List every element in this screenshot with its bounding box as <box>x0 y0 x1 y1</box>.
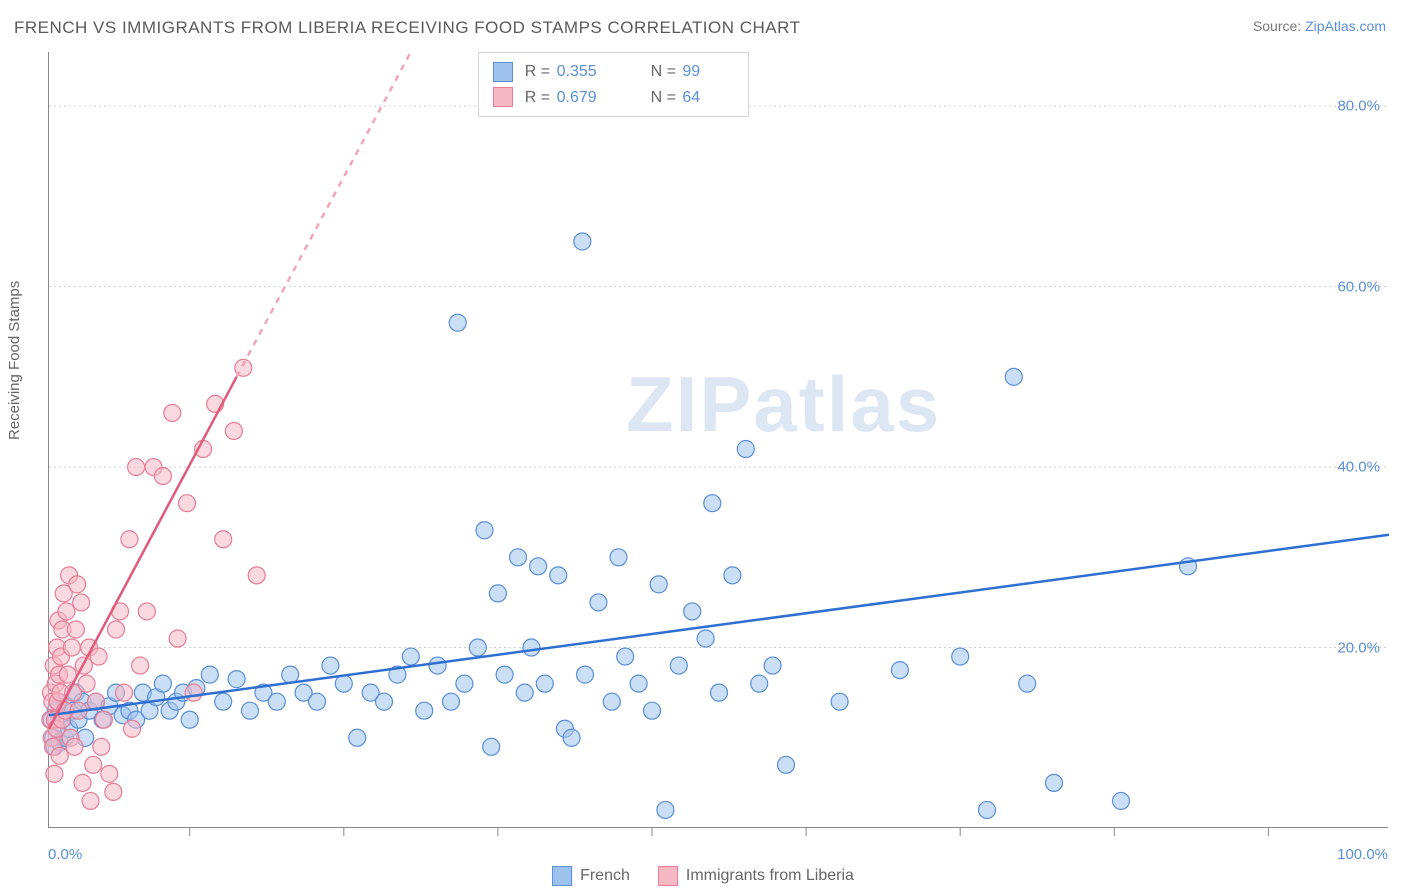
x-ticks <box>190 828 1269 836</box>
stats-swatch-liberia <box>493 87 513 107</box>
legend-label-liberia: Immigrants from Liberia <box>686 867 854 885</box>
r-value: 0.355 <box>557 59 609 85</box>
r-value: 0.679 <box>557 85 609 111</box>
chart-title: FRENCH VS IMMIGRANTS FROM LIBERIA RECEIV… <box>14 18 800 38</box>
n-value: 64 <box>682 85 734 111</box>
x-axis-max-label: 100.0% <box>1337 846 1388 863</box>
stats-row-french: R = 0.355 N = 99 <box>493 59 735 85</box>
stats-swatch-french <box>493 62 513 82</box>
source-attribution: Source: ZipAtlas.com <box>1253 18 1386 34</box>
n-label: N = <box>651 89 676 106</box>
y-axis-label: Receiving Food Stamps <box>6 281 23 440</box>
legend-swatch-french <box>552 866 572 886</box>
correlation-stats-box: R = 0.355 N = 99 R = 0.679 N = 64 <box>478 52 750 117</box>
source-prefix: Source: <box>1253 18 1305 34</box>
trend-lines <box>49 52 1389 729</box>
legend-item-french: French <box>552 866 630 886</box>
plot-area: ZIPatlas R = 0.355N = 99R = 0.679N = 64 … <box>48 52 1388 828</box>
y-tick-label: 20.0% <box>1337 639 1380 656</box>
legend-item-liberia: Immigrants from Liberia <box>658 866 854 886</box>
scatter-series-french <box>43 233 1196 818</box>
chart-svg <box>49 52 1389 828</box>
scatter-series-liberia <box>42 359 265 809</box>
n-label: N = <box>651 63 676 80</box>
source-link[interactable]: ZipAtlas.com <box>1305 18 1386 34</box>
r-label: R = <box>525 89 550 106</box>
legend-swatch-liberia <box>658 866 678 886</box>
x-axis-min-label: 0.0% <box>48 846 82 863</box>
legend-label-french: French <box>580 867 630 885</box>
n-value: 99 <box>682 59 734 85</box>
r-label: R = <box>525 63 550 80</box>
y-tick-label: 40.0% <box>1337 459 1380 476</box>
bottom-legend: French Immigrants from Liberia <box>552 866 854 886</box>
stats-row-liberia: R = 0.679 N = 64 <box>493 85 735 111</box>
y-tick-label: 80.0% <box>1337 98 1380 115</box>
y-tick-label: 60.0% <box>1337 278 1380 295</box>
